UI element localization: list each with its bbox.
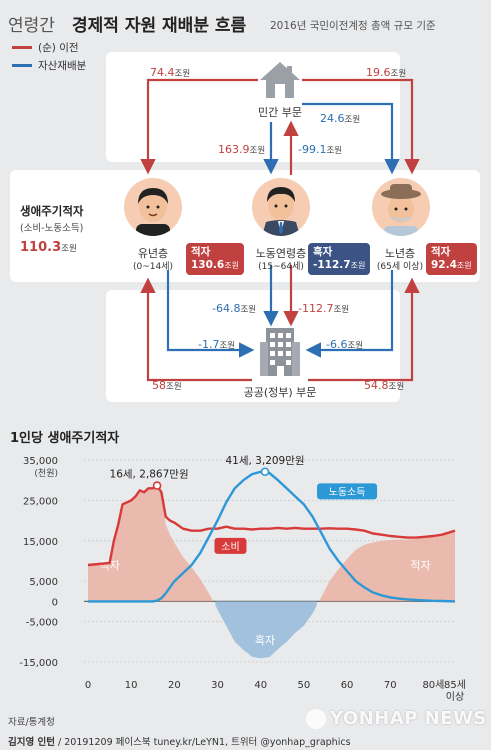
building-icon	[260, 328, 300, 376]
annotation-label: 41세, 3,209만원	[225, 455, 304, 467]
x-tick-label: 20	[168, 680, 181, 691]
elderly-icon	[381, 184, 421, 236]
series-label-bg	[214, 537, 247, 554]
y-tick-label: 15,000	[23, 537, 58, 548]
arrow-public-youth	[140, 277, 252, 382]
youth-avatar	[124, 178, 182, 236]
y-tick-label: -5,000	[26, 618, 58, 629]
credit-line: 김지영 인턴 / 20191209 페이스북 tuney.kr/LeYN1, 트…	[8, 737, 351, 748]
arrow-public-elderly	[308, 277, 420, 382]
youth-label: 유년층	[137, 247, 169, 260]
deficit-area	[88, 486, 214, 602]
legend-transfer-label: (순) 이전	[38, 42, 79, 54]
value-working-from-private: 163.9조원	[218, 143, 266, 156]
surplus-area	[215, 601, 317, 659]
working-range: (15~64세)	[258, 262, 304, 272]
y-tick-label: -15,000	[19, 658, 58, 669]
yonhap-watermark: YONHAP NEWS	[306, 708, 487, 729]
value-private-elderly-transfer: 19.6조원	[366, 66, 407, 79]
youth-range: (0~14세)	[132, 262, 174, 272]
x-tick-label: 70	[384, 680, 397, 691]
legend-asset-label: 자산재배분	[38, 60, 87, 72]
series-label-consumption: 소비	[214, 537, 247, 554]
series-line-consumption	[87, 484, 456, 567]
surplus-label: 흑자	[255, 633, 275, 647]
annotation-label: 16세, 2,867만원	[110, 469, 189, 481]
lifecycle-deficit-chart: 35,000 25,000 15,000 5,000 0 -5,000 -15,000 (천원…	[19, 455, 466, 703]
arrow-private-youth	[140, 78, 258, 175]
x-tick-label: 50	[298, 680, 311, 691]
x-tick-label: 80세	[422, 679, 444, 691]
series-line-labor-income	[88, 470, 456, 603]
value-working-public-asset: -64.8조원	[212, 302, 257, 315]
value-working-public-transfer: -112.7조원	[298, 302, 350, 315]
value-public-youth: 58조원	[152, 379, 182, 392]
series-label-labor-income: 노동소득	[317, 483, 378, 500]
x-tick-label: 0	[85, 680, 91, 691]
legend-transfer-swatch	[12, 46, 32, 49]
y-tick-label: 0	[52, 597, 58, 608]
house-icon	[260, 62, 300, 98]
subtitle: 2016년 국민이전계정 총액 규모 기준	[270, 20, 436, 32]
value-elderly-public: -6.6조원	[326, 338, 364, 351]
series-label-bg	[317, 483, 378, 500]
annotation-marker	[260, 467, 270, 477]
lifecycle-title: 생애주기적자	[20, 204, 84, 218]
value-public-elderly: 54.8조원	[364, 379, 405, 392]
value-working-to-private: -99.1조원	[298, 143, 343, 156]
working-icon	[262, 187, 300, 236]
annotation-marker	[152, 481, 162, 490]
arrow-private-elderly-asset	[302, 102, 400, 175]
yonhap-logo-icon	[306, 709, 326, 729]
flow-arrows	[140, 78, 420, 382]
x-tick-label: 40	[254, 680, 267, 691]
series-label-text: 소비	[221, 541, 239, 553]
elderly-badge: 적자 92.4조원	[426, 243, 477, 275]
public-sector-label: 공공(정부) 부문	[243, 386, 317, 399]
lifecycle-value: 110.3조원	[20, 240, 77, 255]
x-tick-label: 30	[211, 680, 224, 691]
value-private-youth: 74.4조원	[150, 66, 191, 79]
deficit-label-elderly: 적자	[410, 559, 430, 572]
source-note: 자료/통계청	[8, 717, 55, 728]
deficit-area	[319, 530, 455, 602]
chart-title: 1인당 생애주기적자	[10, 431, 120, 446]
youth-icon	[136, 188, 170, 236]
y-tick-label: 25,000	[23, 496, 58, 507]
x-tick-label: 60	[341, 680, 354, 691]
x-tick-label: 85세	[444, 679, 466, 691]
elderly-avatar	[372, 178, 430, 236]
working-avatar	[252, 178, 310, 236]
elderly-range: (65세 이상)	[376, 262, 424, 272]
value-private-elderly-asset: 24.6조원	[320, 112, 361, 125]
working-badge: 흑자 -112.7조원	[308, 243, 371, 275]
working-label: 노동연령층	[255, 247, 307, 260]
private-sector-panel	[106, 52, 400, 162]
arrow-youth-public	[166, 270, 255, 358]
arrow-elderly-public	[305, 270, 394, 358]
elderly-label: 노년층	[384, 247, 416, 260]
x-tick-label: 10	[125, 680, 138, 691]
youth-badge: 적자 130.6조원	[186, 243, 244, 275]
y-tick-label: 5,000	[29, 577, 58, 588]
legend-asset-swatch	[12, 64, 32, 67]
title-prefix: 연령간	[8, 16, 55, 36]
series-label-text: 노동소득	[329, 486, 366, 498]
arrow-private-elderly-transfer	[302, 78, 420, 175]
page-title: 경제적 자원 재배분 흐름	[72, 16, 247, 36]
y-tick-label: 35,000	[23, 456, 58, 467]
y-axis-unit: (천원)	[34, 468, 58, 479]
lifecycle-sub: (소비-노동소득)	[20, 223, 84, 234]
value-youth-public: -1.7조원	[198, 338, 236, 351]
x-tick-label: 이상	[446, 691, 464, 703]
private-sector-label: 민간 부문	[258, 106, 302, 119]
